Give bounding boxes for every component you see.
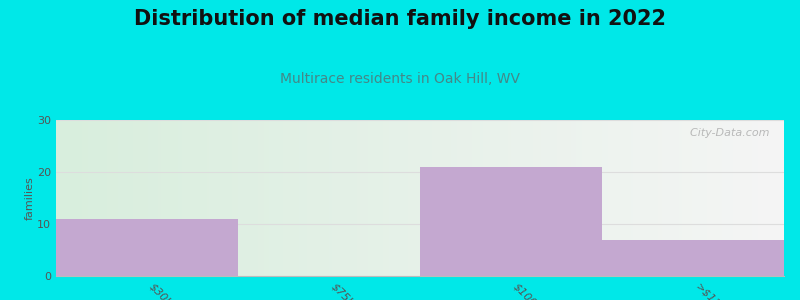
Bar xyxy=(56,219,238,276)
Text: Multirace residents in Oak Hill, WV: Multirace residents in Oak Hill, WV xyxy=(280,72,520,86)
Text: City-Data.com: City-Data.com xyxy=(683,128,770,138)
Y-axis label: families: families xyxy=(24,176,34,220)
Bar xyxy=(602,240,784,276)
Bar xyxy=(420,167,602,276)
Text: Distribution of median family income in 2022: Distribution of median family income in … xyxy=(134,9,666,29)
